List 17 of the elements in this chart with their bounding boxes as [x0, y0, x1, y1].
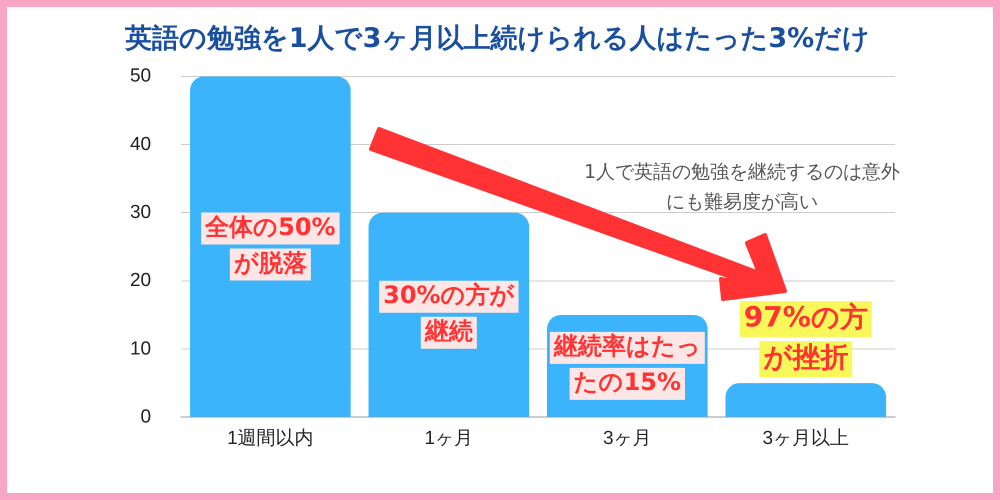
x-tick-label: 3ヶ月以上 [762, 428, 850, 449]
annotation: 1人で英語の勉強を継続するのは意外にも難易度が高い [582, 160, 902, 215]
y-tick-label: 40 [130, 134, 152, 155]
y-tick-label: 0 [140, 406, 152, 428]
x-tick-label: 1週間以内 [227, 428, 314, 449]
y-tick-label: 20 [130, 270, 152, 292]
y-tick-label: 50 [130, 66, 152, 87]
annotation: 全体の50%が脱落 [204, 212, 336, 277]
bar [725, 383, 886, 417]
x-tick-label: 3ヶ月 [603, 428, 652, 449]
x-tick-label: 1ヶ月 [424, 428, 474, 449]
y-tick-label: 10 [130, 338, 152, 360]
annotation: 97%の方が挫折 [744, 300, 868, 374]
annotation: 継続率はたったの15% [552, 332, 701, 396]
chart-title: 英語の勉強を1人で3ヶ月以上続けられる人はたった3%だけ [124, 23, 870, 54]
y-tick-label: 30 [130, 202, 152, 223]
annotation: 30%の方が継続 [383, 280, 515, 345]
